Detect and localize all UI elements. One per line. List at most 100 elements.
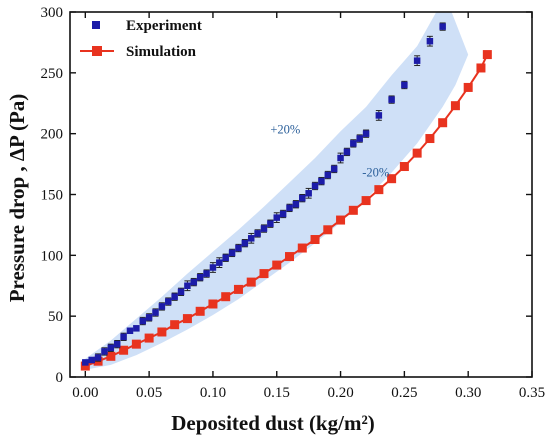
experiment-point — [279, 210, 287, 218]
experiment-point — [413, 57, 421, 64]
experiment-point — [356, 135, 363, 142]
experiment-point — [299, 194, 306, 202]
simulation-point — [310, 235, 320, 245]
legend-experiment-marker — [92, 21, 100, 29]
simulation-point — [374, 185, 384, 195]
simulation-point — [450, 101, 460, 111]
experiment-point — [318, 177, 325, 185]
experiment-point — [305, 190, 312, 197]
simulation-point — [387, 174, 397, 184]
annotations: +20% -20% — [270, 123, 389, 180]
experiment-point — [426, 37, 434, 45]
tolerance-band — [85, 12, 469, 370]
x-tick-label: 0.15 — [264, 385, 290, 401]
experiment-point — [113, 340, 121, 348]
simulation-point — [412, 148, 422, 158]
x-tick-label: 0.25 — [391, 385, 417, 401]
experiment-point — [107, 344, 115, 352]
experiment-point — [203, 270, 210, 277]
legend-experiment-label: Experiment — [126, 18, 202, 34]
experiment-point — [120, 333, 127, 341]
experiment-point — [235, 244, 242, 252]
simulation-point — [119, 345, 129, 355]
y-tick-label: 150 — [41, 188, 64, 204]
simulation-point — [482, 50, 492, 60]
experiment-point — [88, 356, 95, 364]
experiment-point — [362, 130, 370, 137]
simulation-point — [348, 205, 358, 215]
experiment-point — [375, 112, 383, 119]
y-axis-label: Pressure drop , ΔP (Pa) — [5, 94, 29, 303]
experiment-point — [439, 23, 446, 30]
experiment-point — [401, 81, 408, 89]
simulation-point — [106, 351, 116, 361]
simulation-point — [170, 320, 180, 330]
simulation-point — [361, 196, 371, 206]
band-annotation: +20% — [270, 123, 300, 137]
x-tick-label: 0.00 — [72, 385, 98, 401]
experiment-point — [126, 327, 134, 335]
experiment-point — [286, 204, 293, 212]
experiment-point — [139, 317, 146, 325]
simulation-point — [399, 162, 409, 172]
x-tick-label: 0.10 — [200, 385, 226, 401]
simulation-point — [195, 306, 205, 316]
experiment-point — [247, 235, 255, 242]
experiment-point — [171, 293, 178, 300]
simulation-point — [463, 82, 473, 92]
series-layer — [80, 22, 492, 371]
legend-simulation-label: Simulation — [126, 44, 197, 60]
experiment-point — [273, 214, 281, 221]
simulation-point — [208, 299, 218, 309]
simulation-point — [233, 284, 243, 294]
y-tick-label: 0 — [56, 370, 64, 386]
y-tick-label: 250 — [41, 66, 64, 82]
experiment-point — [133, 325, 140, 332]
y-tick-label: 200 — [41, 127, 64, 143]
simulation-point — [131, 339, 141, 349]
experiment-point — [267, 220, 274, 227]
experiment-point — [145, 314, 153, 321]
experiment-point — [152, 309, 159, 316]
simulation-point — [80, 361, 90, 371]
simulation-point — [182, 314, 192, 324]
experiment-point — [196, 273, 204, 281]
experiment-point — [343, 148, 351, 156]
experiment-point — [292, 200, 300, 208]
experiment-point — [388, 96, 395, 103]
simulation-point — [425, 134, 435, 144]
legend-simulation-marker — [92, 46, 102, 56]
simulation-point — [476, 63, 486, 73]
experiment-point — [324, 171, 332, 179]
legend: Experiment Simulation — [80, 18, 202, 60]
experiment-point — [82, 359, 89, 366]
y-tick-label: 50 — [48, 309, 63, 325]
simulation-point — [438, 118, 448, 128]
simulation-point — [272, 260, 282, 270]
x-tick-label: 0.20 — [327, 385, 353, 401]
simulation-point — [336, 215, 346, 225]
experiment-point — [209, 264, 217, 271]
experiment-point — [184, 282, 191, 289]
experiment-point — [94, 354, 102, 361]
experiment-point — [216, 259, 223, 266]
experiment-point — [311, 182, 319, 190]
band-annotation: -20% — [362, 165, 389, 179]
experiment-point — [337, 154, 344, 162]
simulation-point — [144, 333, 154, 343]
simulation-point — [157, 327, 167, 337]
simulation-point — [221, 292, 231, 302]
experiment-point — [222, 254, 229, 262]
error-band-layer — [85, 12, 469, 370]
experiment-point — [101, 348, 108, 355]
y-tick-label: 100 — [41, 248, 64, 264]
simulation-point — [246, 277, 256, 287]
experiment-point — [165, 298, 172, 305]
x-tick-label: 0.30 — [455, 385, 481, 401]
experiment-point — [241, 239, 249, 247]
experiment-point — [228, 249, 236, 257]
ticks-layer: 0.00 0.05 0.10 0.15 0.20 0.25 0.30 0.35 0 50 100 15… — [41, 5, 546, 401]
experiment-point — [350, 140, 357, 147]
simulation-point — [323, 225, 333, 235]
